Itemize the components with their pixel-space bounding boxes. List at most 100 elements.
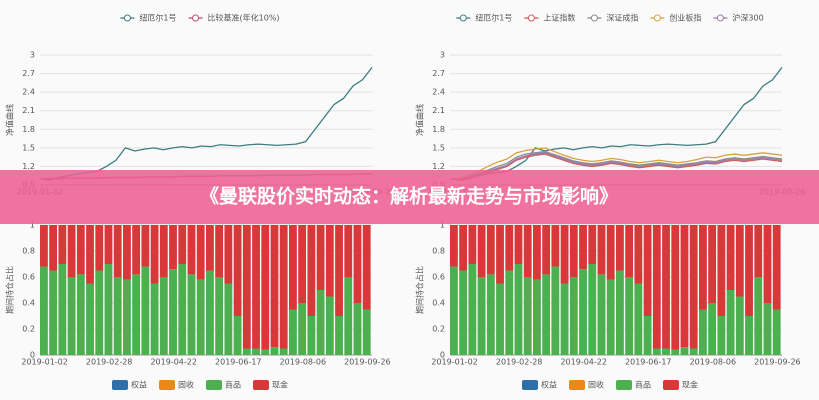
bar-segment — [86, 225, 94, 284]
bar-segment — [735, 296, 744, 355]
bar-segment — [468, 264, 477, 355]
banner-title: 《曼联股价实时动态：解析最新走势与市场影响》 — [200, 185, 618, 208]
bar-segment — [625, 277, 634, 355]
legend-swatch-dot — [527, 14, 535, 22]
legend-label: 沪深300 — [732, 13, 763, 23]
legend-swatch-dot — [590, 14, 598, 22]
bar-segment — [132, 225, 141, 275]
line-series — [450, 147, 783, 180]
bar-segment — [652, 225, 661, 349]
bar-segment — [215, 225, 224, 277]
bar-segment — [579, 225, 587, 270]
bar-segment — [344, 225, 353, 277]
bar-segment — [113, 225, 122, 277]
bar-segment — [196, 225, 205, 280]
y-tick-label: 0.8 — [432, 247, 445, 256]
y-tick-label: 1.5 — [22, 143, 35, 152]
bar-segment — [579, 269, 587, 355]
y-tick-label: 1 — [440, 221, 445, 230]
bar-segment — [141, 225, 150, 267]
bar-segment — [459, 225, 468, 271]
bar-segment — [252, 225, 260, 349]
legend-label: 纽厄尔1号 — [139, 13, 176, 23]
legend-swatch-dot — [123, 14, 131, 22]
y-tick-label: 1.8 — [432, 125, 445, 134]
bar-segment — [708, 303, 717, 355]
bar-segment — [252, 348, 260, 355]
bar-segment — [772, 309, 781, 355]
legend-label: 深证成指 — [606, 13, 638, 23]
bar-segment — [49, 225, 58, 271]
bar-segment — [307, 316, 316, 355]
bar-segment — [763, 303, 772, 355]
y-tick-label: 0.2 — [432, 325, 445, 334]
bar-segment — [233, 316, 242, 355]
bar-segment — [353, 225, 362, 303]
x-tick-label: 2019-01-02 — [431, 358, 478, 367]
bar-segment — [606, 225, 615, 280]
bar-segment — [335, 316, 343, 355]
bar-segment — [699, 309, 707, 355]
x-tick-label: 2019-02-28 — [496, 358, 543, 367]
bar-segment — [505, 225, 514, 271]
bar-segment — [187, 274, 196, 355]
legend-label: 固收 — [178, 380, 194, 390]
y-tick-label: 1.2 — [432, 162, 445, 171]
bar-segment — [270, 347, 279, 355]
bar-segment — [569, 277, 578, 355]
bar-segment — [233, 225, 242, 316]
y-tick-label: 0.6 — [432, 273, 445, 282]
bar-segment — [242, 225, 251, 349]
bar-segment — [643, 225, 652, 316]
bar-segment — [496, 225, 504, 284]
bar-segment — [569, 225, 578, 277]
bar-segment — [717, 316, 726, 355]
bar-segment — [344, 277, 353, 355]
legend-label: 权益 — [541, 380, 557, 390]
bar-segment — [215, 277, 224, 355]
x-tick-label: 2019-01-02 — [21, 358, 68, 367]
bar-segment — [735, 225, 744, 297]
bar-segment — [279, 225, 288, 349]
legend-swatch — [569, 380, 585, 390]
bar-segment — [634, 225, 643, 284]
bar-segment — [468, 225, 477, 264]
legend-swatch — [253, 380, 269, 390]
bar-segment — [726, 290, 735, 355]
bar-segment — [279, 348, 288, 355]
bar-segment — [689, 225, 698, 349]
bar-segment — [104, 225, 113, 264]
bar-segment — [206, 270, 214, 355]
bar-segment — [58, 225, 67, 264]
bar-segment — [717, 225, 726, 316]
y-tick-label: 2.1 — [432, 106, 445, 115]
bar-segment — [560, 283, 569, 355]
bar-segment — [486, 225, 495, 275]
bar-segment — [588, 264, 597, 355]
bar-segment — [606, 279, 615, 355]
bar-segment — [680, 347, 689, 355]
bar-segment — [542, 274, 551, 355]
bar-segment — [616, 270, 624, 355]
bar-segment — [242, 348, 251, 355]
y-tick-label: 0.6 — [22, 273, 35, 282]
x-tick-label: 2019-09-26 — [344, 358, 391, 367]
bar-segment — [76, 274, 85, 355]
bar-segment — [95, 225, 104, 271]
bar-segment — [671, 225, 680, 350]
y-tick-label: 0.2 — [22, 325, 35, 334]
legend-label: 固收 — [588, 380, 604, 390]
y-tick-label: 1 — [30, 221, 35, 230]
legend: 纽厄尔1号 上证指数 深证成指 创业板指 沪深300 — [456, 13, 764, 23]
bar-segment — [588, 225, 597, 264]
banner — [0, 170, 819, 224]
bar-segment — [726, 225, 735, 290]
y-tick-label: 0.4 — [22, 299, 35, 308]
legend-label: 商品 — [225, 380, 241, 390]
y-tick-label: 0.4 — [432, 299, 445, 308]
y-tick-label: 2.1 — [22, 106, 35, 115]
bar-segment — [634, 283, 643, 355]
y-tick-label: 2.7 — [22, 69, 35, 78]
bar-segment — [362, 225, 371, 310]
